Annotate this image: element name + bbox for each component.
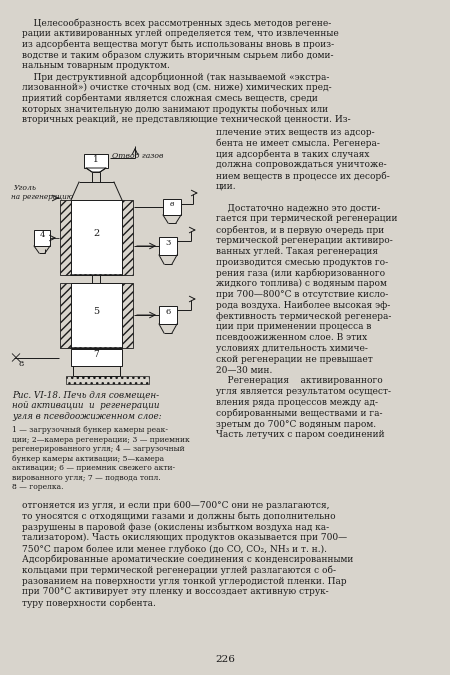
Text: туру поверхности сорбента.: туру поверхности сорбента.	[22, 598, 156, 608]
Text: зретым до 700°C водяным паром.: зретым до 700°C водяным паром.	[216, 420, 376, 429]
Text: разованием на поверхности угля тонкой углеродистой пленки. Пар: разованием на поверхности угля тонкой уг…	[22, 576, 346, 585]
Bar	[71, 200, 122, 275]
Bar	[71, 283, 122, 348]
Text: 8: 8	[18, 360, 24, 367]
Text: при 700—800°C в отсутствие кисло-: при 700—800°C в отсутствие кисло-	[216, 290, 388, 299]
Text: гается при термической регенерации: гается при термической регенерации	[216, 215, 397, 223]
Text: ции при применении процесса в: ции при применении процесса в	[216, 323, 371, 331]
Bar	[34, 230, 50, 246]
Text: ной активации  и  регенерации: ной активации и регенерации	[12, 401, 159, 410]
Text: лизованной») очистке сточных вод (см. ниже) химических пред-: лизованной») очистке сточных вод (см. ни…	[22, 83, 332, 92]
Text: 750°C паром более или менее глубоко (до CO, CO₂, NH₃ и т. н.).: 750°C паром более или менее глубоко (до …	[22, 544, 327, 554]
Text: 5: 5	[93, 307, 99, 316]
Text: сорбированными веществами и га-: сорбированными веществами и га-	[216, 409, 382, 418]
Text: то уносятся с отходящими газами и должны быть дополнительно: то уносятся с отходящими газами и должны…	[22, 512, 336, 521]
Text: 6: 6	[166, 308, 171, 316]
Text: ской регенерации не превышает: ской регенерации не превышает	[216, 355, 373, 364]
Text: 3: 3	[165, 239, 171, 247]
Text: ванных углей. Такая регенерация: ванных углей. Такая регенерация	[216, 247, 378, 256]
Text: в: в	[170, 200, 174, 208]
Text: разрушены в паровой фазе (окислены избытком воздуха над ка-: разрушены в паровой фазе (окислены избыт…	[22, 522, 329, 532]
Text: из адсорбента вещества могут быть использованы вновь в произ-: из адсорбента вещества могут быть исполь…	[22, 40, 334, 49]
Bar	[71, 349, 122, 366]
Text: условиях длительность химиче-: условиях длительность химиче-	[216, 344, 368, 353]
Text: Часть летучих с паром соединений: Часть летучих с паром соединений	[216, 431, 385, 439]
Text: вторичных реакций, не представляющие технической ценности. Из-: вторичных реакций, не представляющие тех…	[22, 115, 351, 124]
Text: отгоняется из угля, и если при 600—700°C они не разлагаются,: отгоняется из угля, и если при 600—700°C…	[22, 501, 329, 510]
Text: водстве и таким образом служить вторичным сырьем либо доми-: водстве и таким образом служить вторичны…	[22, 51, 333, 60]
Text: 4: 4	[39, 231, 45, 239]
Text: производится смесью продуктов го-: производится смесью продуктов го-	[216, 258, 388, 267]
Bar	[159, 306, 177, 324]
Bar	[163, 199, 181, 215]
Polygon shape	[86, 168, 106, 172]
Text: на регенерацию: на регенерацию	[11, 193, 73, 201]
Text: Регенерация    активированного: Регенерация активированного	[216, 377, 383, 385]
Text: псевдоожиженном слое. В этих: псевдоожиженном слое. В этих	[216, 333, 367, 342]
Text: Уголь: Уголь	[14, 184, 37, 192]
Text: Отвод газов: Отвод газов	[112, 152, 163, 160]
Text: ция адсорбента в таких случаях: ция адсорбента в таких случаях	[216, 150, 369, 159]
Text: 2: 2	[93, 229, 99, 238]
Bar	[60, 283, 71, 348]
Text: Целесообразность всех рассмотренных здесь методов регене-: Целесообразность всех рассмотренных здес…	[22, 18, 331, 28]
Text: ции.: ции.	[216, 182, 237, 191]
Text: нием веществ в процессе их десорб-: нием веществ в процессе их десорб-	[216, 171, 390, 181]
Text: которых значительную долю занимают продукты побочных или: которых значительную долю занимают проду…	[22, 105, 328, 114]
Bar	[84, 154, 108, 168]
Text: приятий сорбентами является сложная смесь веществ, среди: приятий сорбентами является сложная смес…	[22, 94, 318, 103]
Text: бункер камеры активации; 5—камера: бункер камеры активации; 5—камера	[12, 455, 164, 463]
Text: 20—30 мин.: 20—30 мин.	[216, 366, 272, 375]
Bar	[122, 200, 133, 275]
Text: при 700°C активирует эту пленку и воссоздает активную струк-: при 700°C активирует эту пленку и воссоз…	[22, 587, 328, 596]
Text: Адсорбированные ароматические соединения с конденсированными: Адсорбированные ароматические соединения…	[22, 555, 353, 564]
Text: 7: 7	[93, 350, 99, 359]
Text: жидкого топлива) с водяным паром: жидкого топлива) с водяным паром	[216, 279, 387, 288]
Bar	[159, 237, 177, 255]
Text: кольцами при термической регенерации углей разлагаются с об-: кольцами при термической регенерации угл…	[22, 566, 336, 575]
Text: 1: 1	[93, 155, 99, 163]
Text: рода воздуха. Наиболее высокая эф-: рода воздуха. Наиболее высокая эф-	[216, 301, 390, 310]
Text: вированного угля; 7 — подвода топл.: вированного угля; 7 — подвода топл.	[12, 474, 161, 482]
Text: угля в псевдоожиженном слое:: угля в псевдоожиженном слое:	[12, 412, 162, 421]
Bar	[66, 376, 149, 384]
Text: должна сопровождаться уничтоже-: должна сопровождаться уничтоже-	[216, 161, 387, 169]
Text: ции; 2—камера регенерации; 3 — приемник: ции; 2—камера регенерации; 3 — приемник	[12, 436, 190, 444]
Text: угля является результатом осущест-: угля является результатом осущест-	[216, 387, 391, 396]
Text: рения газа (или карбюризованного: рения газа (или карбюризованного	[216, 269, 385, 278]
Text: бента не имеет смысла. Регенера-: бента не имеет смысла. Регенера-	[216, 139, 380, 148]
Text: регенерированного угля; 4 — загрузочный: регенерированного угля; 4 — загрузочный	[12, 446, 184, 454]
Bar	[122, 283, 133, 348]
Text: рации активированных углей определяется тем, что извлеченные: рации активированных углей определяется …	[22, 29, 339, 38]
Text: вления ряда процессов между ад-: вления ряда процессов между ад-	[216, 398, 378, 407]
Text: термической регенерации активиро-: термической регенерации активиро-	[216, 236, 393, 245]
Text: плечение этих веществ из адсор-: плечение этих веществ из адсор-	[216, 128, 374, 137]
Text: 226: 226	[215, 655, 235, 664]
Text: Достаточно надежно это дости-: Достаточно надежно это дости-	[216, 204, 380, 213]
Bar	[60, 200, 71, 275]
Text: При деструктивной адсорбционной (так называемой «экстра-: При деструктивной адсорбционной (так наз…	[22, 72, 329, 82]
Text: 1 — загрузочный бункер камеры реак-: 1 — загрузочный бункер камеры реак-	[12, 427, 168, 435]
Text: активации; 6 — приемник свежего акти-: активации; 6 — приемник свежего акти-	[12, 464, 175, 472]
Text: сорбентов, и в первую очередь при: сорбентов, и в первую очередь при	[216, 225, 384, 235]
Text: тализатором). Часть окисляющих продуктов оказывается при 700—: тализатором). Часть окисляющих продуктов…	[22, 533, 347, 543]
Text: нальным товарным продуктом.: нальным товарным продуктом.	[22, 61, 170, 70]
Text: фективность термической регенера-: фективность термической регенера-	[216, 312, 392, 321]
Text: 8 — горелка.: 8 — горелка.	[12, 483, 63, 491]
Text: Рис. VI-18. Печь для совмещен-: Рис. VI-18. Печь для совмещен-	[12, 390, 159, 399]
